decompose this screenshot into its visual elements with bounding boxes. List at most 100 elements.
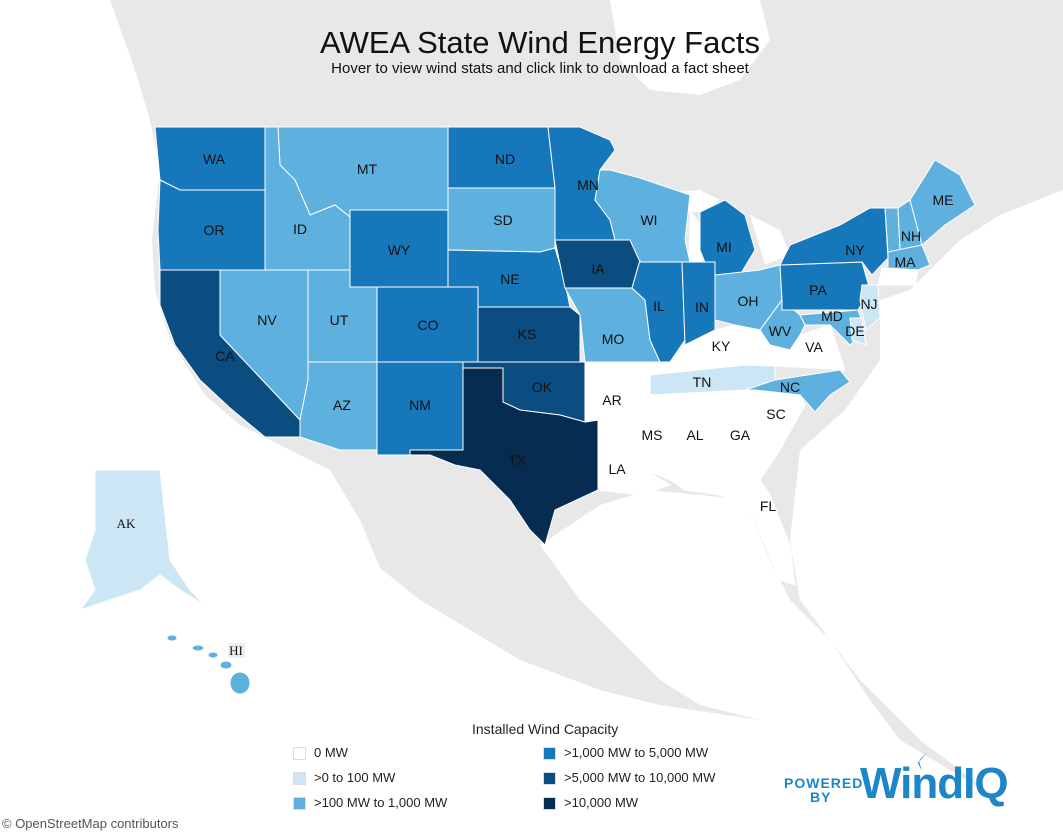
- page-title: AWEA State Wind Energy Facts: [320, 25, 760, 60]
- gulf-of-mexico: [540, 490, 1063, 835]
- legend-item[interactable]: >5,000 MW to 10,000 MW: [543, 769, 715, 787]
- label-il: IL: [653, 298, 665, 314]
- atlantic-ocean: [790, 190, 1063, 835]
- legend-label: >0 to 100 MW: [314, 770, 396, 785]
- label-ak: AK: [117, 516, 136, 531]
- legend-label: >5,000 MW to 10,000 MW: [564, 770, 716, 785]
- label-al: AL: [686, 427, 703, 443]
- legend-item[interactable]: >10,000 MW: [543, 794, 638, 812]
- state-ma[interactable]: [887, 244, 931, 271]
- label-sd: SD: [493, 212, 512, 228]
- state-fl[interactable]: [683, 479, 796, 586]
- label-wv: WV: [769, 323, 792, 339]
- label-nc: NC: [780, 379, 800, 395]
- label-ms: MS: [642, 427, 663, 443]
- state-nj[interactable]: [859, 284, 881, 331]
- label-mo: MO: [602, 331, 625, 347]
- hudson-bay: [610, 0, 770, 95]
- state-vt[interactable]: [884, 207, 901, 253]
- label-mn: MN: [577, 177, 599, 193]
- label-ny: NY: [845, 242, 865, 258]
- powered-line: POWERED: [784, 775, 864, 791]
- label-hi: HI: [229, 643, 243, 658]
- label-wy: WY: [388, 242, 411, 258]
- state-de[interactable]: [849, 317, 867, 346]
- legend-label: 0 MW: [314, 745, 348, 760]
- state-ks[interactable]: [477, 306, 581, 363]
- label-fl: FL: [760, 498, 777, 514]
- state-ak[interactable]: [78, 469, 206, 611]
- map-attribution[interactable]: © OpenStreetMap contributors: [2, 816, 179, 831]
- label-nj: NJ: [860, 296, 877, 312]
- label-wa: WA: [203, 151, 226, 167]
- label-wi: WI: [640, 212, 657, 228]
- legend-item[interactable]: >0 to 100 MW: [293, 769, 395, 787]
- state-nc[interactable]: [744, 369, 851, 413]
- legend-item[interactable]: >1,000 MW to 5,000 MW: [543, 744, 708, 762]
- state-md[interactable]: [799, 309, 866, 346]
- label-ut: UT: [330, 312, 349, 328]
- legend-swatch: [543, 747, 556, 761]
- label-nv: NV: [257, 312, 277, 328]
- legend-swatch: [543, 797, 556, 811]
- label-oh: OH: [738, 293, 759, 309]
- legend-item[interactable]: >100 MW to 1,000 MW: [293, 794, 447, 812]
- state-wi[interactable]: [594, 169, 691, 263]
- pacific-ocean: [0, 0, 772, 835]
- legend-label: >1,000 MW to 5,000 MW: [564, 745, 709, 760]
- label-sc: SC: [766, 406, 785, 422]
- label-pa: PA: [809, 282, 827, 298]
- legend-title: Installed Wind Capacity: [472, 721, 619, 737]
- legend-swatch: [293, 797, 306, 811]
- windiq-logo[interactable]: POWERED BY WindIQ: [784, 752, 1044, 810]
- label-me: ME: [933, 192, 954, 208]
- state-labels: WA OR CA MT ID NV UT AZ WY CO NM ND SD N…: [117, 151, 954, 658]
- state-id[interactable]: [264, 126, 351, 271]
- label-ky: KY: [712, 338, 731, 354]
- powered-by-text: POWERED BY: [784, 776, 863, 804]
- legend-swatch: [543, 772, 556, 786]
- label-ia: IA: [591, 261, 605, 277]
- state-tx[interactable]: [409, 367, 599, 546]
- label-va: VA: [805, 339, 823, 355]
- label-tx: TX: [508, 452, 527, 468]
- label-ga: GA: [730, 427, 751, 443]
- state-hi[interactable]: [166, 634, 251, 695]
- label-md: MD: [821, 308, 843, 324]
- legend-label: >10,000 MW: [564, 795, 639, 810]
- windiq-wordmark: WindIQ: [860, 759, 1009, 808]
- legend-label: >100 MW to 1,000 MW: [314, 795, 448, 810]
- label-tn: TN: [693, 374, 712, 390]
- label-nm: NM: [409, 397, 431, 413]
- by-line: BY: [810, 789, 832, 805]
- label-ma: MA: [895, 254, 917, 270]
- states-layer: [78, 126, 976, 695]
- label-ks: KS: [518, 326, 537, 342]
- state-me[interactable]: [909, 159, 976, 246]
- label-mi: MI: [716, 239, 732, 255]
- label-ok: OK: [532, 379, 553, 395]
- label-hi-bg: [228, 643, 245, 658]
- legend-item[interactable]: 0 MW: [293, 744, 348, 762]
- label-or: OR: [204, 222, 225, 238]
- page-subtitle: Hover to view wind stats and click link …: [331, 60, 749, 77]
- legend-swatch: [293, 772, 306, 786]
- gulf-of-california: [300, 455, 385, 600]
- label-nd: ND: [495, 151, 515, 167]
- label-mt: MT: [357, 161, 378, 177]
- label-ne: NE: [500, 271, 519, 287]
- state-ms[interactable]: [639, 394, 671, 481]
- wind-turbine-icon: [911, 752, 927, 771]
- label-in: IN: [695, 299, 709, 315]
- label-co: CO: [418, 317, 439, 333]
- label-la: LA: [608, 461, 626, 477]
- label-nh: NH: [901, 228, 921, 244]
- state-mi[interactable]: [699, 199, 756, 276]
- label-ar: AR: [602, 392, 621, 408]
- state-ct[interactable]: [877, 267, 919, 286]
- label-az: AZ: [333, 397, 351, 413]
- label-id: ID: [293, 221, 307, 237]
- label-ca: CA: [215, 348, 235, 364]
